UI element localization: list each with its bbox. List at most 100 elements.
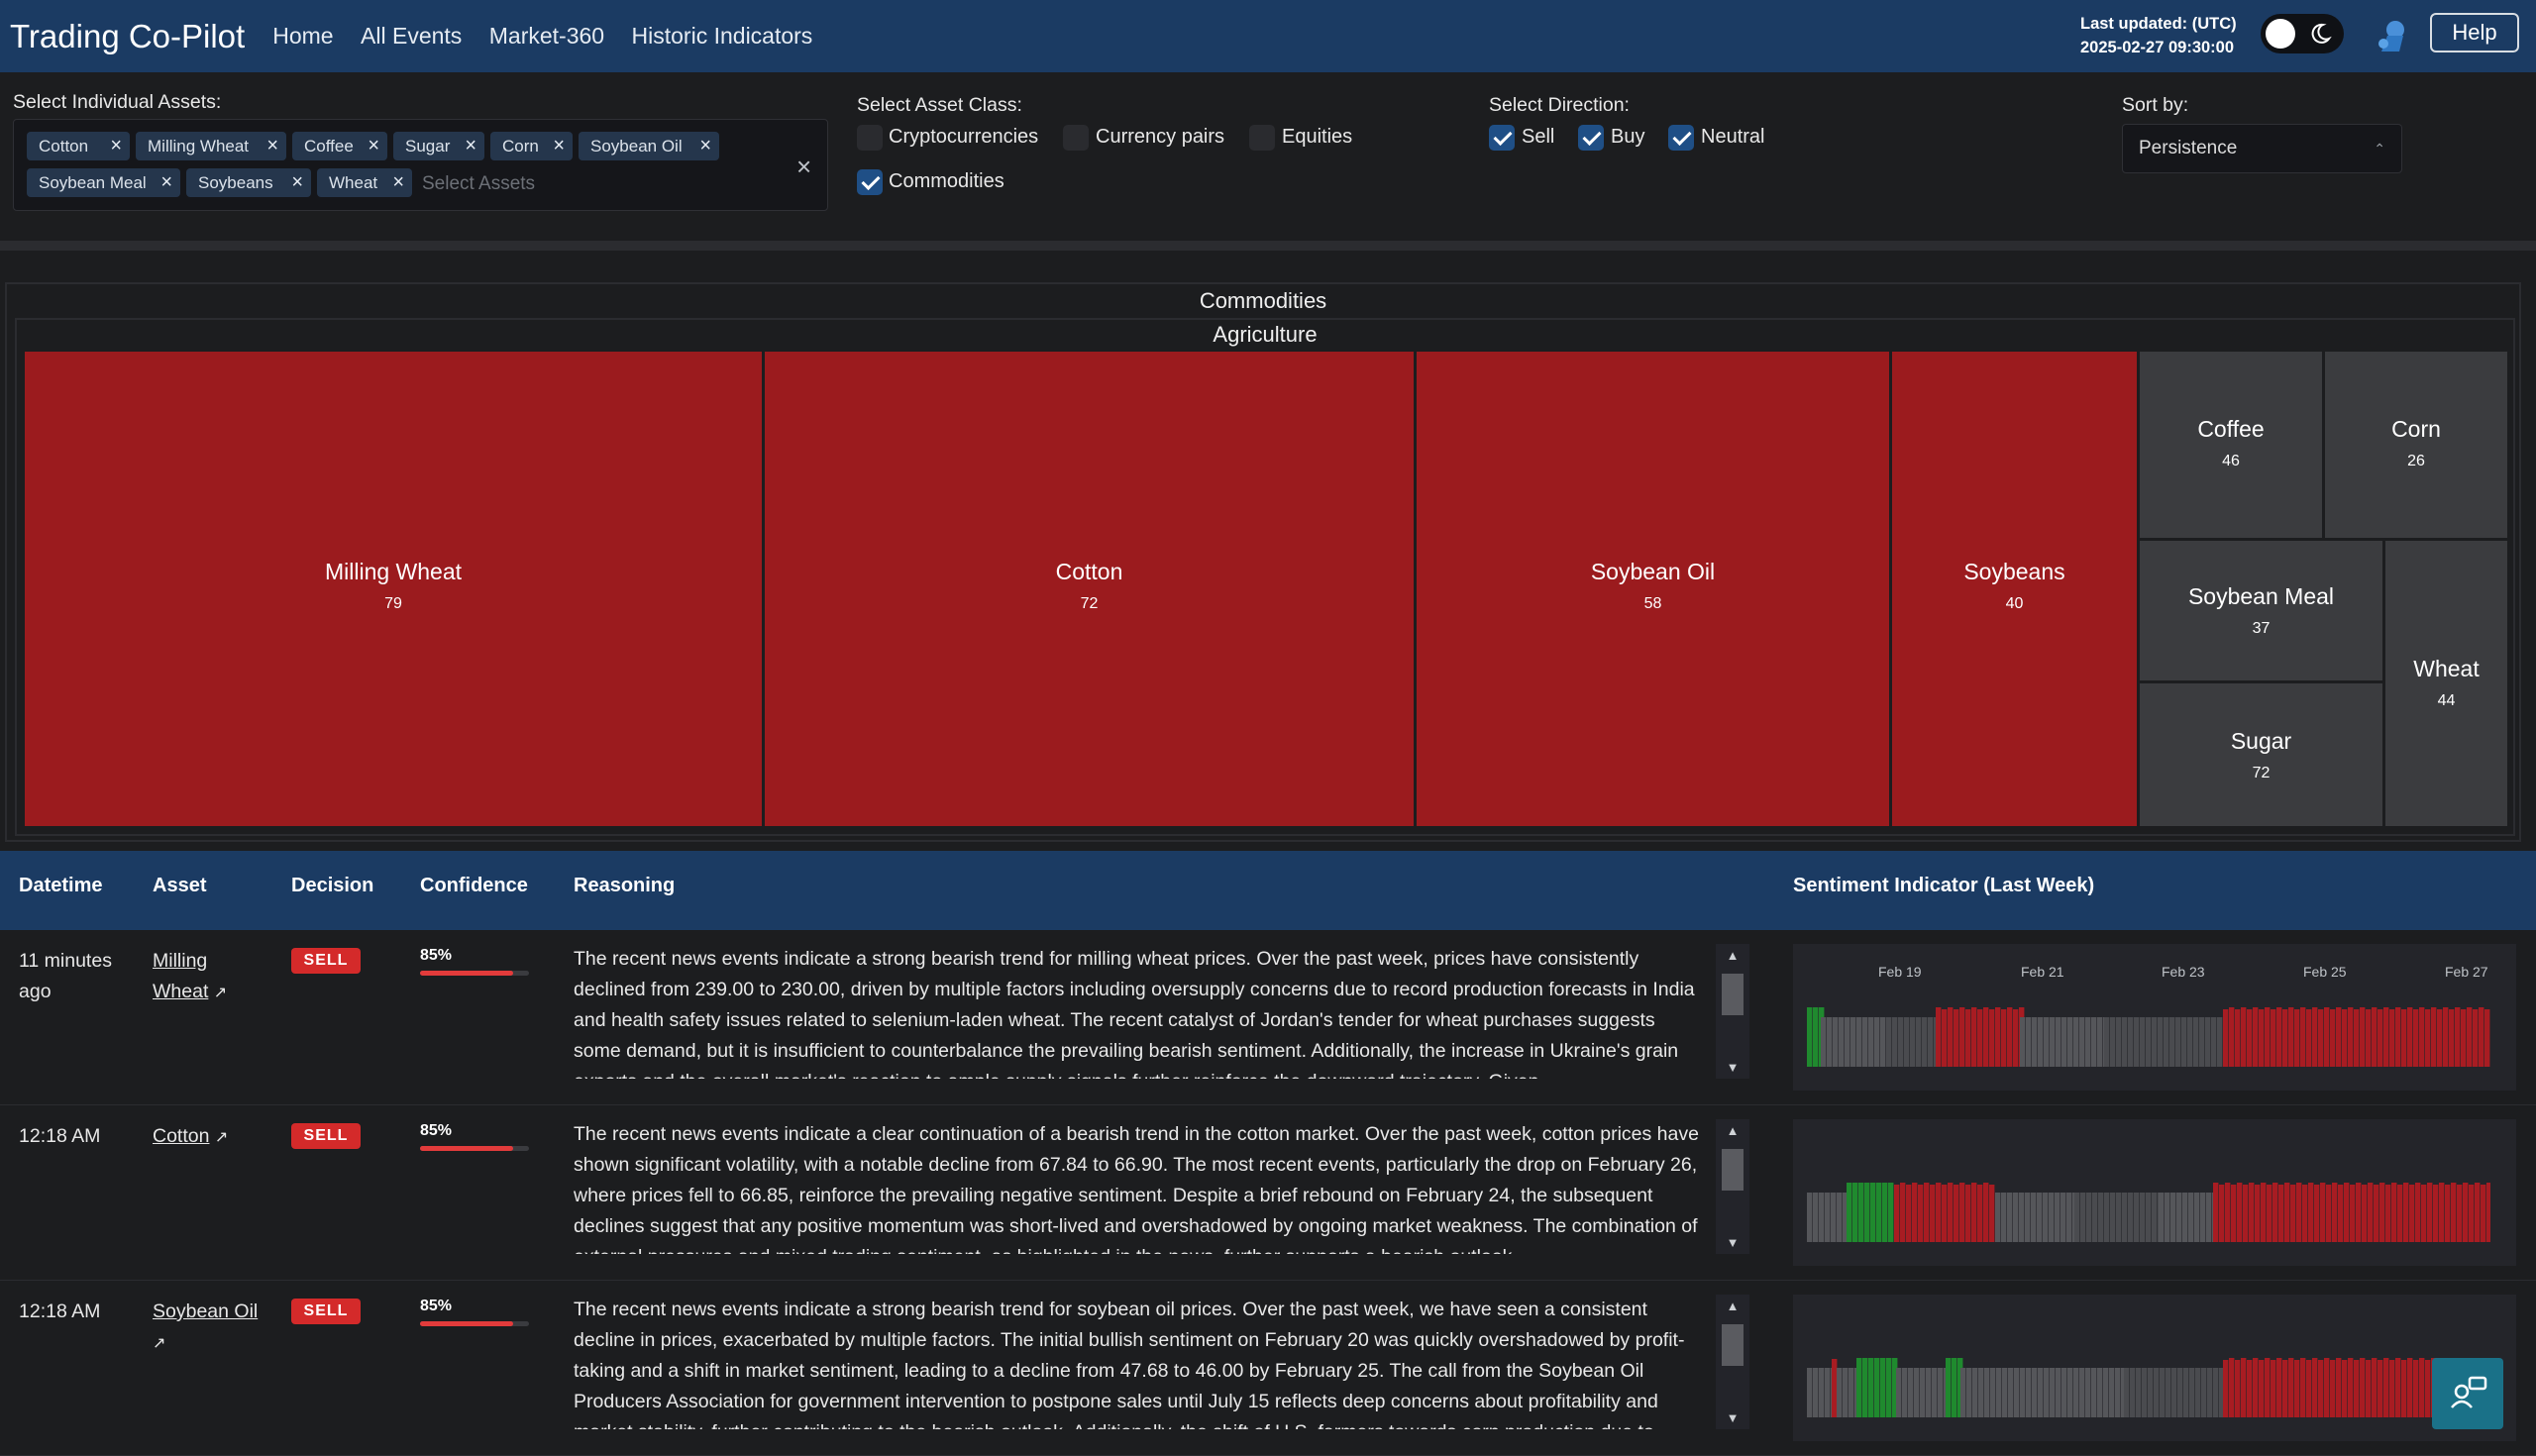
scroll-down-icon[interactable]: ▼ <box>1726 1410 1740 1425</box>
treemap-subtitle: Agriculture <box>1213 322 1318 347</box>
asset-link[interactable]: Cotton <box>153 1125 210 1147</box>
sentiment-bar <box>2445 1185 2451 1242</box>
chat-support-button[interactable] <box>2432 1358 2503 1429</box>
col-datetime[interactable]: Datetime <box>19 875 103 896</box>
sentiment-bar <box>2284 1183 2290 1242</box>
checkbox-currency-pairs[interactable] <box>1063 125 1089 151</box>
treemap-tile[interactable]: Soybeans 40 <box>1892 352 2137 826</box>
scroll-up-icon[interactable]: ▲ <box>1726 948 1740 963</box>
row-asset[interactable]: Cotton ↗ <box>153 1121 262 1153</box>
col-sentiment[interactable]: Sentiment Indicator (Last Week) <box>1793 875 2095 896</box>
external-link-icon[interactable]: ↗ <box>214 1129 229 1146</box>
clear-all-icon[interactable]: × <box>796 152 812 181</box>
sentiment-bar <box>1813 1007 1819 1067</box>
reasoning-scrollbar[interactable]: ▲ ▼ <box>1716 1119 1749 1254</box>
sentiment-bar <box>2038 1368 2044 1417</box>
treemap-tile[interactable]: Wheat 44 <box>2385 541 2507 826</box>
checkbox-neutral[interactable] <box>1668 125 1694 151</box>
checkbox-label: Currency pairs <box>1096 126 1225 148</box>
col-reasoning[interactable]: Reasoning <box>574 875 676 896</box>
sentiment-bar <box>1904 1017 1910 1067</box>
axis-tick: Feb 19 <box>1878 964 1922 980</box>
col-decision[interactable]: Decision <box>291 875 374 896</box>
sentiment-bar <box>2079 1017 2085 1067</box>
sentiment-bar <box>1977 1185 1983 1242</box>
scroll-down-icon[interactable]: ▼ <box>1726 1060 1740 1075</box>
sentiment-bar <box>2128 1017 2134 1067</box>
chip-remove-icon[interactable]: × <box>465 135 476 156</box>
tile-value: 26 <box>2407 453 2425 469</box>
sentiment-bar <box>2060 1193 2066 1242</box>
checkbox-label: Neutral <box>1701 126 1765 148</box>
chip-remove-icon[interactable]: × <box>291 171 303 193</box>
sentiment-bar <box>2213 1368 2219 1417</box>
sentiment-bar <box>2425 1009 2431 1067</box>
row-asset[interactable]: Soybean Oil ↗ <box>153 1297 262 1359</box>
treemap-tile[interactable]: Coffee 46 <box>2140 352 2322 538</box>
app-brand[interactable]: Trading Co-Pilot <box>10 17 246 54</box>
sentiment-bar <box>2019 1193 2025 1242</box>
scroll-thumb[interactable] <box>1722 1149 1744 1191</box>
sentiment-bar <box>2091 1017 2097 1067</box>
sentiment-bar <box>2085 1017 2091 1067</box>
scroll-down-icon[interactable]: ▼ <box>1726 1235 1740 1250</box>
sentiment-bar <box>2437 1009 2443 1067</box>
col-confidence[interactable]: Confidence <box>420 875 528 896</box>
sentiment-bar <box>1954 1009 1959 1067</box>
nav-home[interactable]: Home <box>272 23 334 49</box>
sentiment-bar <box>2312 1007 2318 1067</box>
sentiment-bar <box>2473 1009 2479 1067</box>
checkbox-buy[interactable] <box>1578 125 1604 151</box>
external-link-icon[interactable]: ↗ <box>153 1335 166 1352</box>
row-datetime: 12:18 AM <box>19 1300 101 1322</box>
sentiment-bar <box>2044 1368 2050 1417</box>
chip-remove-icon[interactable]: × <box>368 135 379 156</box>
checkbox-sell[interactable] <box>1489 125 1515 151</box>
reasoning-scrollbar[interactable]: ▲ ▼ <box>1716 1295 1749 1429</box>
col-asset[interactable]: Asset <box>153 875 207 896</box>
treemap-tile[interactable]: Cotton 72 <box>765 352 1414 826</box>
sentiment-bar <box>2409 1185 2415 1242</box>
sort-select[interactable]: Persistence ⌃ <box>2122 124 2402 173</box>
nav-all-events[interactable]: All Events <box>361 23 463 49</box>
help-button[interactable]: Help <box>2430 13 2519 52</box>
robot-icon[interactable] <box>2374 16 2413 55</box>
sentiment-bar <box>2176 1193 2182 1242</box>
scroll-thumb[interactable] <box>1722 974 1744 1015</box>
sentiment-bar <box>2056 1017 2061 1067</box>
scroll-up-icon[interactable]: ▲ <box>1726 1123 1740 1138</box>
chip-remove-icon[interactable]: × <box>392 171 404 193</box>
nav-market-360[interactable]: Market-360 <box>488 23 605 49</box>
sentiment-bar <box>1902 1368 1908 1417</box>
checkbox-equities[interactable] <box>1249 125 1275 151</box>
asset-search-placeholder[interactable]: Select Assets <box>422 173 536 194</box>
theme-toggle[interactable] <box>2261 14 2344 53</box>
chip-remove-icon[interactable]: × <box>699 135 711 156</box>
asset-multiselect[interactable]: Cotton × Milling Wheat × Coffee × Sugar × Co… <box>13 119 828 211</box>
checkbox-commodities[interactable] <box>857 169 883 195</box>
chip-remove-icon[interactable]: × <box>553 135 565 156</box>
sentiment-bar <box>2362 1185 2368 1242</box>
asset-chip: Wheat × <box>317 168 412 197</box>
treemap-tile[interactable]: Milling Wheat 79 <box>25 352 762 826</box>
chip-remove-icon[interactable]: × <box>266 135 278 156</box>
nav-historic-indicators[interactable]: Historic Indicators <box>631 23 813 49</box>
asset-link[interactable]: Milling Wheat <box>153 950 209 1002</box>
reasoning-scrollbar[interactable]: ▲ ▼ <box>1716 944 1749 1079</box>
sentiment-bars <box>1807 1183 2490 1242</box>
chip-remove-icon[interactable]: × <box>160 171 172 193</box>
external-link-icon[interactable]: ↗ <box>213 985 228 1001</box>
sentiment-bar <box>1819 1368 1825 1417</box>
scroll-up-icon[interactable]: ▲ <box>1726 1299 1740 1313</box>
treemap-tile[interactable]: Soybean Meal 37 <box>2140 541 2382 680</box>
scroll-thumb[interactable] <box>1722 1324 1744 1366</box>
checkbox-cryptocurrencies[interactable] <box>857 125 883 151</box>
treemap-tile[interactable]: Corn 26 <box>2325 352 2507 538</box>
treemap-tile[interactable]: Soybean Oil 58 <box>1417 352 1889 826</box>
asset-link[interactable]: Soybean Oil <box>153 1300 259 1322</box>
chip-label: Sugar <box>405 137 451 156</box>
treemap-tile[interactable]: Sugar 72 <box>2140 683 2382 826</box>
sentiment-bar <box>1966 1368 1972 1417</box>
chip-remove-icon[interactable]: × <box>110 135 122 156</box>
row-asset[interactable]: Milling Wheat ↗ <box>153 946 262 1008</box>
